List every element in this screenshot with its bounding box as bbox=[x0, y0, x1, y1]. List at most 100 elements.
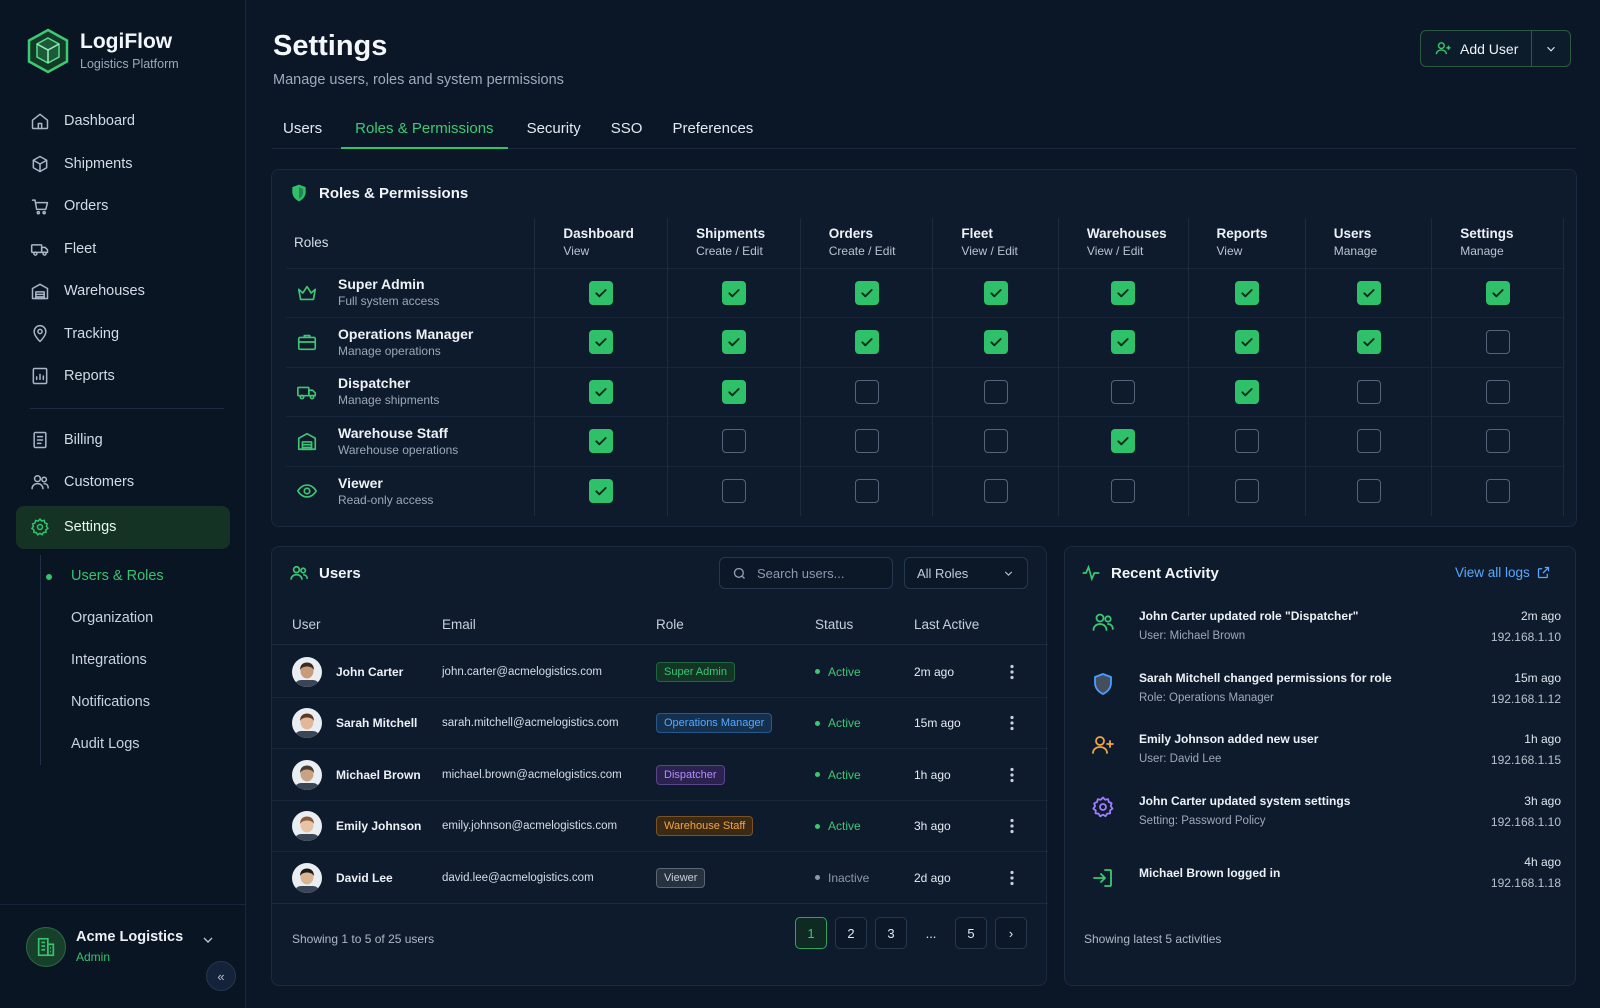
tab-sso[interactable]: SSO bbox=[610, 120, 643, 137]
permission-checkbox-orders[interactable] bbox=[854, 330, 879, 355]
permission-checkbox-users[interactable] bbox=[1356, 479, 1381, 503]
permission-checkbox-shipments[interactable] bbox=[721, 479, 746, 503]
role-filter-select[interactable]: All Roles bbox=[904, 557, 1028, 589]
sidebar-item-tracking[interactable]: Tracking bbox=[16, 313, 230, 356]
role-badge: Super Admin bbox=[656, 661, 735, 682]
permission-checkbox-reports[interactable] bbox=[1234, 379, 1259, 404]
permission-cell bbox=[1058, 416, 1189, 466]
customers-icon bbox=[31, 475, 49, 490]
permission-checkbox-settings[interactable] bbox=[1485, 330, 1510, 355]
sidebar-item-billing[interactable]: Billing bbox=[16, 419, 230, 462]
search-users-input[interactable]: Search users... bbox=[719, 557, 893, 589]
permission-checkbox-shipments[interactable] bbox=[721, 330, 746, 355]
permission-checkbox-settings[interactable] bbox=[1485, 429, 1510, 454]
user-name[interactable]: Sarah Mitchell bbox=[336, 716, 418, 730]
permission-checkbox-users[interactable] bbox=[1356, 379, 1381, 404]
brand[interactable]: LogiFlow Logistics Platform bbox=[26, 28, 179, 74]
sidebar-item-customers[interactable]: Customers bbox=[16, 461, 230, 504]
tab-preferences[interactable]: Preferences bbox=[672, 120, 754, 137]
permission-checkbox-dashboard[interactable] bbox=[589, 379, 614, 404]
permission-checkbox-shipments[interactable] bbox=[721, 429, 746, 454]
user-name[interactable]: Michael Brown bbox=[336, 767, 421, 782]
box-icon bbox=[32, 155, 48, 172]
page-button-1[interactable]: 1 bbox=[795, 917, 827, 949]
permission-type: View bbox=[563, 244, 590, 259]
permission-checkbox-orders[interactable] bbox=[854, 280, 879, 305]
permission-checkbox-warehouses[interactable] bbox=[1111, 280, 1136, 305]
subnav-item-integrations[interactable]: Integrations bbox=[71, 651, 147, 668]
permission-checkbox-warehouses[interactable] bbox=[1111, 379, 1136, 404]
permission-checkbox-shipments[interactable] bbox=[721, 280, 746, 305]
permission-checkbox-orders[interactable] bbox=[854, 429, 879, 454]
status-text: Active bbox=[828, 664, 861, 679]
user-name[interactable]: Emily Johnson bbox=[336, 819, 422, 833]
more-options-button[interactable] bbox=[1004, 646, 1020, 697]
permission-checkbox-dashboard[interactable] bbox=[589, 280, 614, 305]
sidebar-item-settings[interactable]: Settings bbox=[16, 505, 230, 549]
permission-checkbox-warehouses[interactable] bbox=[1111, 479, 1136, 503]
sidebar-item-warehouses[interactable]: Warehouses bbox=[16, 270, 230, 313]
activity-title: Emily Johnson added new user bbox=[1139, 732, 1319, 746]
more-options-button[interactable] bbox=[1004, 852, 1020, 903]
permission-checkbox-settings[interactable] bbox=[1485, 280, 1510, 305]
more-options-button[interactable] bbox=[1004, 801, 1020, 852]
login-icon bbox=[1093, 869, 1112, 887]
subnav-item-organization[interactable]: Organization bbox=[71, 609, 154, 626]
permission-checkbox-reports[interactable] bbox=[1234, 479, 1259, 503]
permission-checkbox-reports[interactable] bbox=[1234, 280, 1259, 305]
permission-checkbox-users[interactable] bbox=[1356, 330, 1381, 355]
permission-checkbox-fleet[interactable] bbox=[983, 379, 1008, 404]
activity-detail: Role: Operations Manager bbox=[1139, 691, 1274, 704]
view-all-logs-link[interactable]: View all logs bbox=[1455, 565, 1551, 580]
page-button-5[interactable]: 5 bbox=[955, 917, 987, 949]
page-button-3[interactable]: 3 bbox=[875, 917, 907, 949]
permission-checkbox-warehouses[interactable] bbox=[1111, 330, 1136, 355]
permission-checkbox-fleet[interactable] bbox=[983, 429, 1008, 454]
add-user-dropdown-button[interactable] bbox=[1532, 42, 1570, 56]
activity-time: 1h ago bbox=[1524, 732, 1561, 746]
tab-users[interactable]: Users bbox=[283, 120, 323, 137]
brand-name: LogiFlow bbox=[80, 30, 173, 53]
permission-checkbox-dashboard[interactable] bbox=[589, 479, 614, 503]
activity-ip: 192.168.1.18 bbox=[1490, 876, 1561, 890]
permission-checkbox-users[interactable] bbox=[1356, 429, 1381, 454]
sidebar-item-reports[interactable]: Reports bbox=[16, 355, 230, 398]
page-button-2[interactable]: 2 bbox=[835, 917, 867, 949]
permission-checkbox-orders[interactable] bbox=[854, 379, 879, 404]
next-page-button[interactable]: › bbox=[995, 917, 1027, 949]
more-options-button[interactable] bbox=[1004, 698, 1020, 749]
permission-checkbox-users[interactable] bbox=[1356, 280, 1381, 305]
permission-checkbox-fleet[interactable] bbox=[983, 280, 1008, 305]
permission-checkbox-shipments[interactable] bbox=[721, 379, 746, 404]
permission-checkbox-settings[interactable] bbox=[1485, 479, 1510, 503]
sidebar-item-dashboard[interactable]: Dashboard bbox=[16, 100, 230, 143]
subnav-item-audit-logs[interactable]: Audit Logs bbox=[71, 735, 140, 752]
permission-checkbox-fleet[interactable] bbox=[983, 330, 1008, 355]
role-description: Manage shipments bbox=[338, 393, 440, 408]
user-name[interactable]: David Lee bbox=[336, 870, 393, 885]
permission-cell bbox=[667, 317, 801, 367]
subnav-item-notifications[interactable]: Notifications bbox=[71, 693, 150, 710]
permission-checkbox-settings[interactable] bbox=[1485, 379, 1510, 404]
user-name[interactable]: John Carter bbox=[336, 664, 404, 679]
permission-checkbox-orders[interactable] bbox=[854, 479, 879, 503]
permission-checkbox-reports[interactable] bbox=[1234, 330, 1259, 355]
subnav-item-users-roles[interactable]: Users & Roles bbox=[41, 555, 230, 597]
sidebar-item-shipments[interactable]: Shipments bbox=[16, 143, 230, 186]
sidebar-item-orders[interactable]: Orders bbox=[16, 185, 230, 228]
tab-roles-permissions[interactable]: Roles & Permissions bbox=[341, 112, 508, 149]
role-cell: Operations Manager Manage operations bbox=[286, 317, 536, 367]
map-pin-icon bbox=[33, 324, 47, 342]
permission-checkbox-warehouses[interactable] bbox=[1111, 429, 1136, 454]
sidebar-item-fleet[interactable]: Fleet bbox=[16, 228, 230, 271]
add-user-button[interactable]: Add User bbox=[1421, 31, 1532, 66]
collapse-sidebar-button[interactable]: « bbox=[206, 961, 236, 991]
tab-security[interactable]: Security bbox=[526, 120, 581, 137]
organization-switcher[interactable]: Acme Logistics Admin « bbox=[0, 904, 246, 1008]
permission-checkbox-fleet[interactable] bbox=[983, 479, 1008, 503]
chevron-down-icon[interactable] bbox=[200, 932, 216, 948]
permission-checkbox-reports[interactable] bbox=[1234, 429, 1259, 454]
permission-checkbox-dashboard[interactable] bbox=[589, 429, 614, 454]
permission-checkbox-dashboard[interactable] bbox=[589, 330, 614, 355]
more-options-button[interactable] bbox=[1004, 749, 1020, 800]
